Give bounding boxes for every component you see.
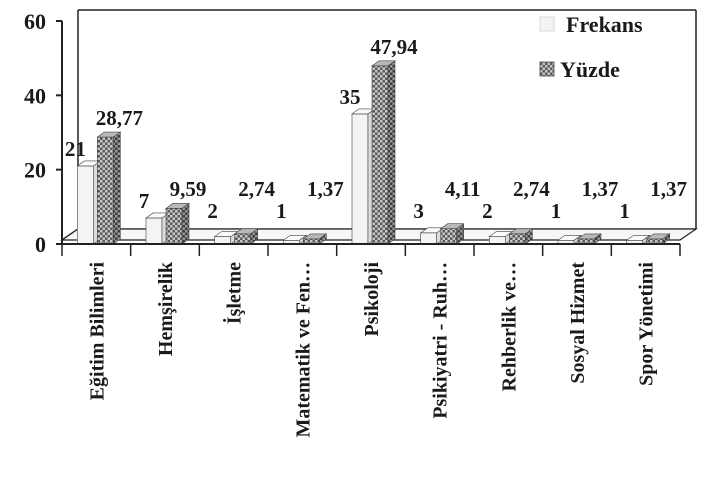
data-label-yuzde: 9,59 [170, 177, 207, 201]
bar-frekans [351, 108, 376, 245]
data-label-frekans: 1 [619, 199, 630, 223]
bar-yuzde-front [371, 65, 389, 245]
legend: Frekans Yüzde [539, 12, 643, 82]
bar-yuzde-front [440, 228, 457, 245]
bar-yuzde-top [302, 233, 328, 240]
data-label-yuzde: 47,94 [370, 35, 418, 59]
data-label-frekans: 7 [139, 189, 150, 213]
data-label-frekans: 1 [551, 199, 562, 223]
bar-yuzde-top [233, 228, 259, 235]
bar-yuzde [233, 228, 259, 245]
legend-swatch-yuzde [539, 61, 555, 77]
bar-yuzde [371, 60, 396, 245]
y-tick-label: 0 [35, 232, 46, 257]
bar-yuzde [96, 131, 122, 245]
bar-yuzde [165, 202, 190, 245]
category-label: Hemşirelik [155, 261, 177, 356]
data-label-yuzde: 4,11 [445, 177, 481, 201]
bar-yuzde-top [165, 203, 190, 209]
data-label-frekans: 35 [340, 85, 361, 109]
data-label-yuzde: 2,74 [513, 177, 550, 201]
bar-yuzde-front [509, 233, 526, 245]
bar-frekans-top [282, 234, 308, 241]
data-label-yuzde: 28,77 [96, 106, 143, 130]
bar-frekans-front [489, 236, 506, 245]
category-label: İşletme [222, 262, 246, 324]
bar-yuzde [439, 223, 465, 245]
category-label: Psikiyatri - Ruh… [430, 262, 452, 419]
bar-frekans [145, 212, 170, 245]
data-label-yuzde: 1,37 [650, 177, 687, 201]
bar-frekans [76, 160, 102, 245]
bar-frekans-front [351, 113, 369, 245]
category-label: Eğitim Bilimleri [86, 262, 108, 401]
data-label-frekans: 1 [276, 199, 287, 223]
bar-yuzde-top [439, 223, 465, 230]
bar-yuzde-front [97, 136, 114, 245]
data-label-yuzde: 1,37 [582, 177, 619, 201]
bar-yuzde-side [181, 202, 190, 245]
bar-yuzde-side [387, 60, 396, 245]
bar-yuzde-top [371, 60, 396, 67]
legend-label-yuzde: Yüzde [560, 57, 620, 82]
x-axis: Eğitim Bilimleri Hemşirelik İşletme Matemat… [61, 243, 681, 438]
bar-yuzde-top [645, 233, 671, 240]
legend-swatch-frekans [539, 16, 555, 32]
data-label-frekans: 2 [207, 199, 218, 223]
data-label-yuzde: 1,37 [307, 177, 344, 201]
category-label: Psikoloji [361, 262, 383, 337]
category-label: Matematik ve Fen… [292, 262, 314, 438]
bar-frekans-top [557, 234, 582, 241]
y-axis: 0 20 40 60 [24, 9, 63, 257]
data-label-frekans: 2 [482, 199, 493, 223]
bars-layer [76, 60, 671, 245]
data-label-frekans: 21 [65, 137, 86, 161]
bar-frekans-front [145, 217, 163, 245]
bar-frekans-front [77, 165, 94, 245]
bar-frekans-top [625, 234, 651, 241]
bar-yuzde-front [234, 233, 251, 245]
category-label: Sosyal Hizmet [567, 262, 589, 384]
legend-label-frekans: Frekans [566, 12, 643, 37]
category-label: Rehberlik ve… [498, 262, 520, 391]
bar-yuzde [508, 228, 534, 245]
bar-yuzde-top [96, 131, 122, 138]
bar-frekans [557, 234, 582, 245]
bar-yuzde [577, 233, 602, 245]
category-label: Spor Yönetimi [636, 262, 658, 386]
y-tick-label: 20 [24, 158, 46, 183]
bar-frekans-front [214, 236, 231, 245]
back-wall-left-edge [61, 10, 79, 241]
bar-yuzde [302, 233, 328, 245]
bar-yuzde-side [113, 131, 121, 245]
data-label-frekans: 3 [413, 199, 424, 223]
bar-yuzde-top [508, 228, 534, 235]
bar-frekans-front [420, 232, 437, 245]
bar-yuzde-top [577, 233, 602, 240]
bar-yuzde-front [165, 208, 183, 245]
bar-frekans [419, 227, 445, 245]
y-tick-label: 60 [24, 9, 46, 34]
data-label-yuzde: 2,74 [238, 177, 275, 201]
y-tick-label: 40 [24, 83, 46, 108]
